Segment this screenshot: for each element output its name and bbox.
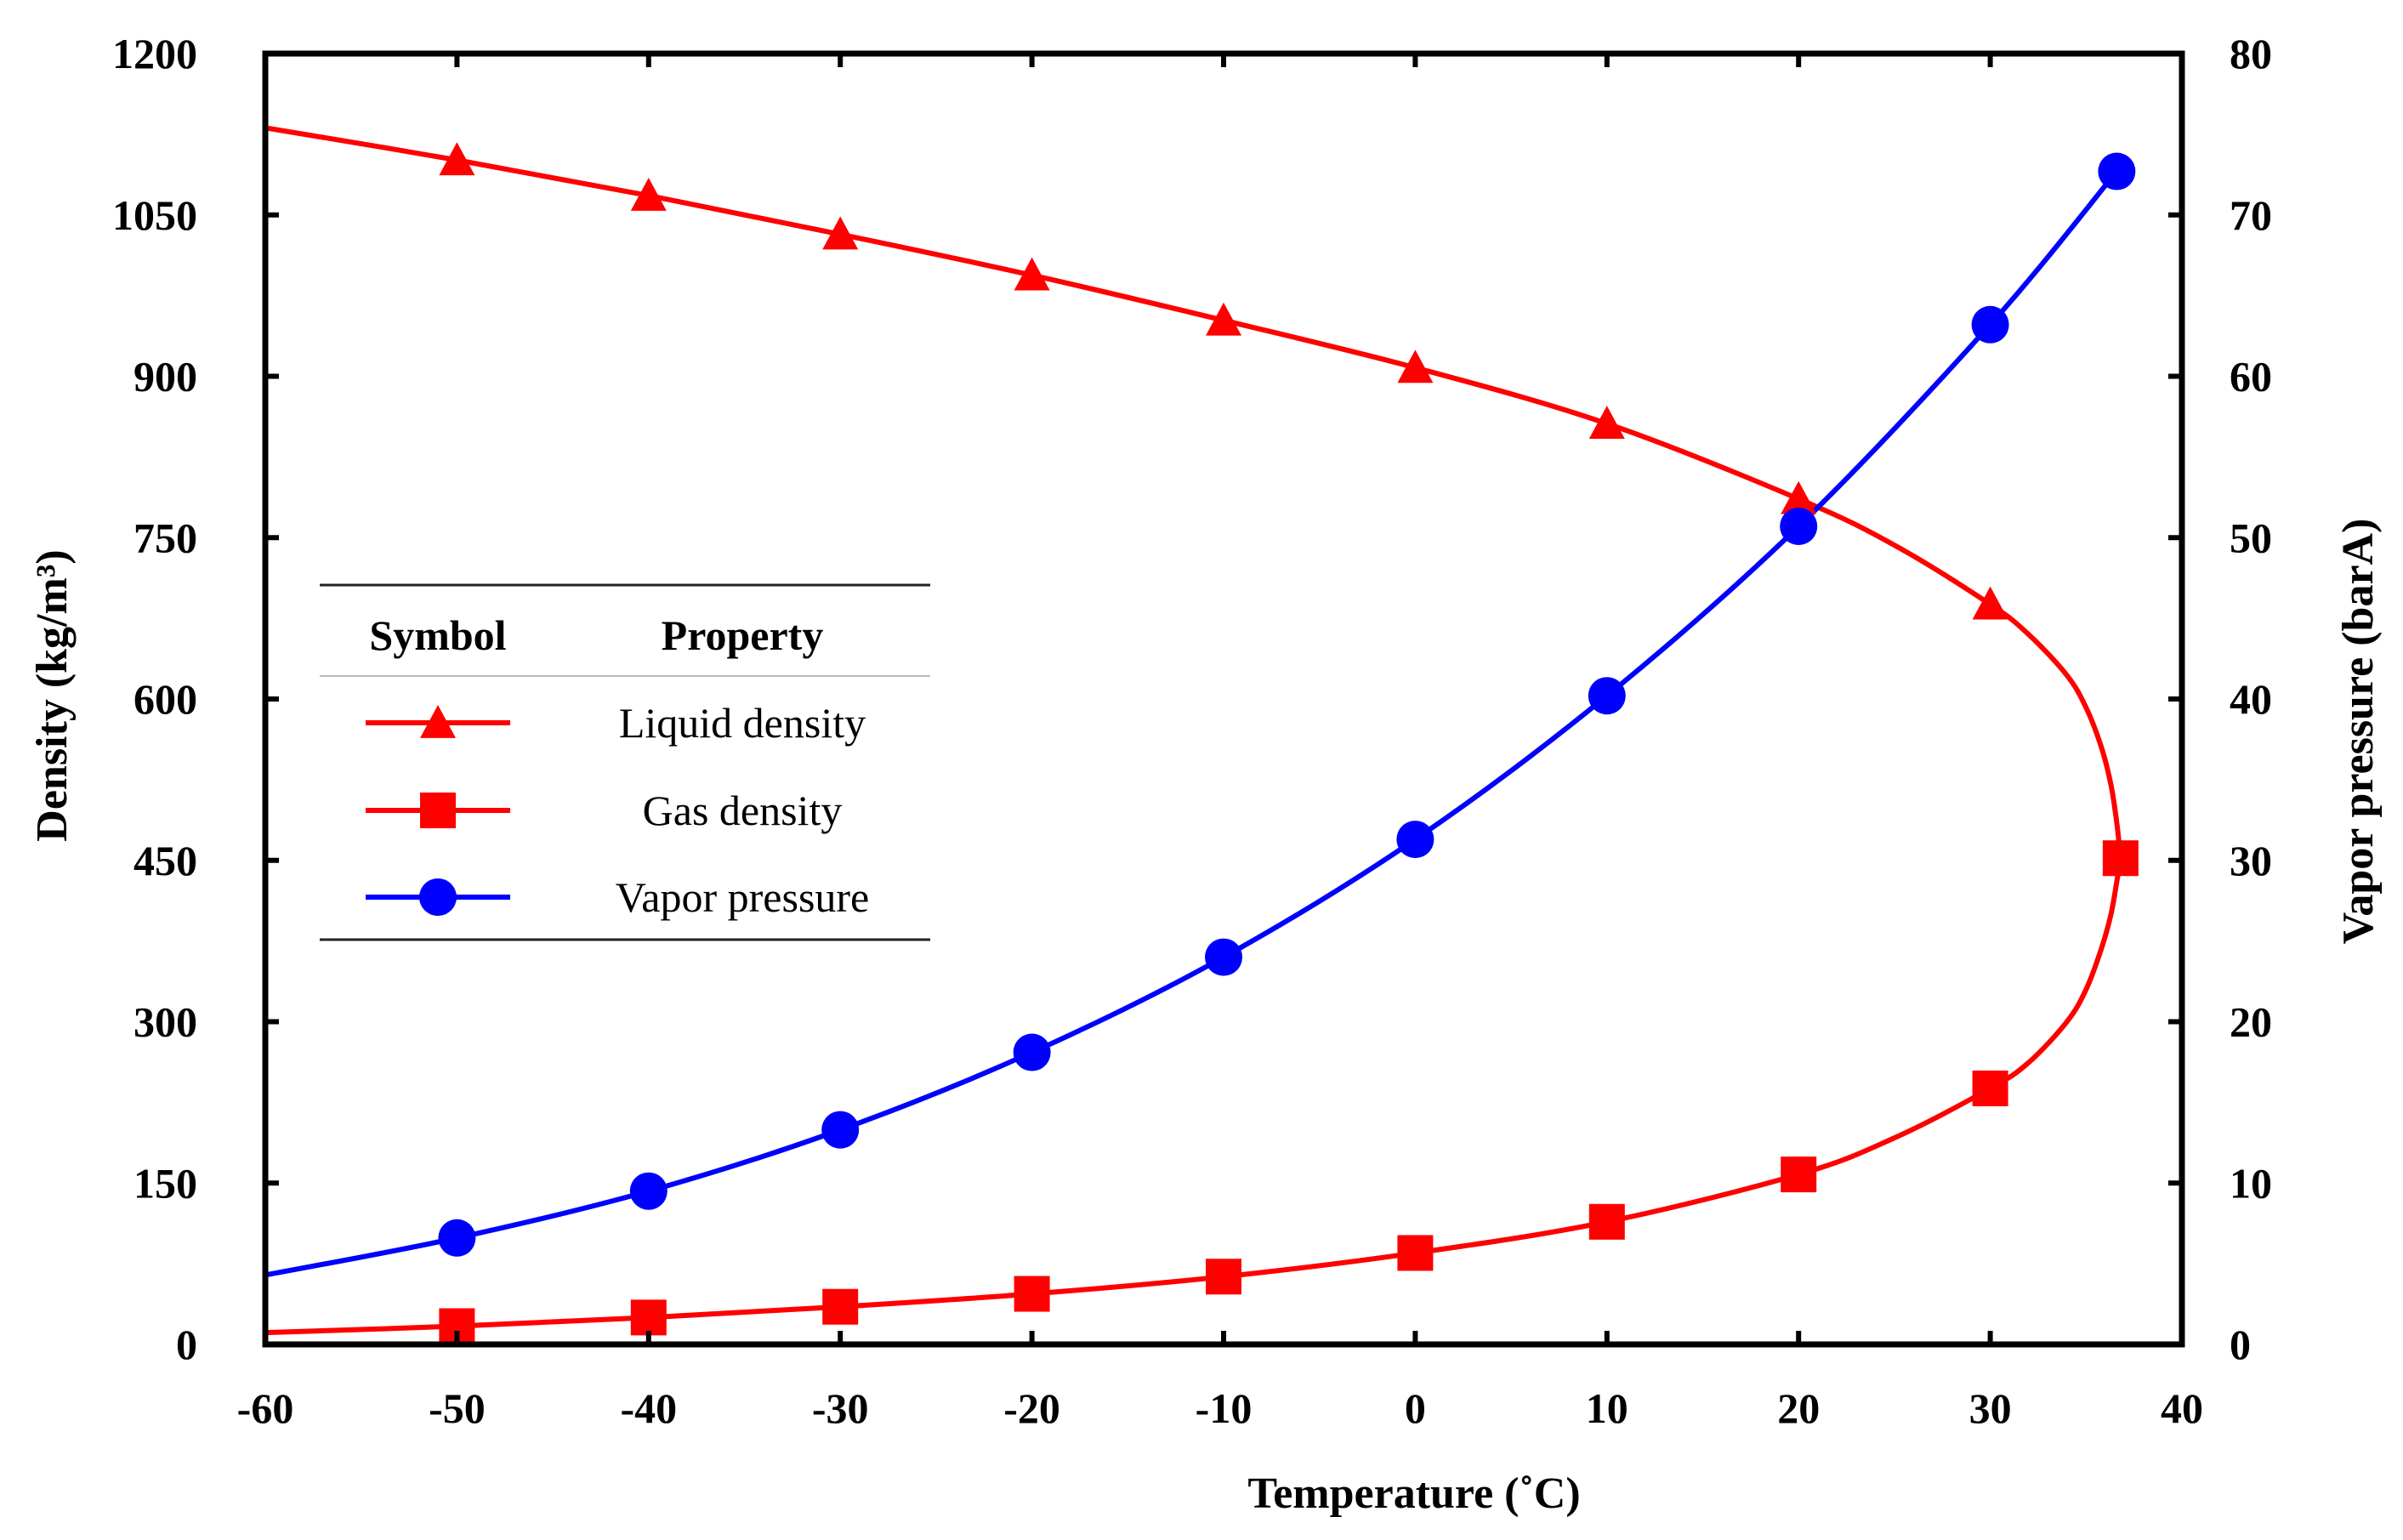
data-point-vapor-pressure <box>2098 152 2136 190</box>
legend-label-gas-density: Gas density <box>643 787 843 834</box>
x-tick-label: 10 <box>1586 1384 1628 1432</box>
y-axis-left-title: Density (kg/m³) <box>28 549 77 841</box>
y-right-tick-label: 0 <box>2230 1321 2251 1368</box>
axes: -60 -50 -40 -30 -20 -10 0 10 20 30 400150300450600… <box>112 30 2272 1432</box>
x-tick-label: 0 <box>1405 1384 1426 1432</box>
data-point-vapor-pressure <box>629 1172 668 1210</box>
legend-label-liquid-density: Liquid density <box>619 699 866 747</box>
data-point-liquid-density <box>1397 349 1434 384</box>
data-point-gas-density <box>1781 1156 1817 1193</box>
y-left-tick-label: 300 <box>134 998 197 1046</box>
y-left-tick-label: 1050 <box>112 191 197 239</box>
y-left-tick-label: 450 <box>134 837 197 884</box>
y-axis-right-title: Vapor pressure (barA) <box>2334 519 2383 945</box>
data-point-vapor-pressure <box>1780 507 1818 545</box>
legend-marker-vapor-pressure <box>419 878 457 916</box>
data-point-gas-density <box>1014 1276 1050 1312</box>
y-left-tick-label: 600 <box>134 675 197 723</box>
y-left-tick-label: 750 <box>134 514 197 561</box>
legend-marker-gas-density <box>420 793 456 828</box>
x-tick-label: -60 <box>237 1384 294 1432</box>
x-tick-label: -40 <box>620 1384 677 1432</box>
x-tick-label: -20 <box>1003 1384 1060 1432</box>
data-point-gas-density <box>1972 1070 2008 1106</box>
x-tick-label: 40 <box>2161 1384 2203 1432</box>
y-right-tick-label: 50 <box>2230 514 2272 561</box>
y-right-tick-label: 80 <box>2230 30 2272 77</box>
x-axis-title: Temperature (˚C) <box>1247 1469 1580 1518</box>
series-line-liquid-density <box>264 125 2123 859</box>
y-left-tick-label: 0 <box>176 1321 197 1368</box>
data-point-liquid-density <box>1206 302 1241 336</box>
x-tick-label: -50 <box>429 1384 486 1432</box>
y-left-tick-label: 150 <box>134 1159 197 1207</box>
y-right-tick-label: 70 <box>2230 191 2272 239</box>
x-tick-label: 20 <box>1777 1384 1820 1432</box>
y-right-tick-label: 30 <box>2230 837 2272 884</box>
data-point-liquid-density <box>1972 586 2008 620</box>
data-point-vapor-pressure <box>438 1219 476 1257</box>
data-point-liquid-density <box>439 142 475 176</box>
legend-label-vapor-pressure: Vapor pressure <box>616 873 870 921</box>
data-point-vapor-pressure <box>1013 1033 1051 1071</box>
y-right-tick-label: 20 <box>2230 998 2272 1046</box>
data-point-liquid-density <box>822 216 859 250</box>
y-left-tick-label: 1200 <box>112 30 197 77</box>
series-line-gas-density <box>264 857 2123 1336</box>
data-point-vapor-pressure <box>821 1111 860 1149</box>
data-point-vapor-pressure <box>1205 938 1242 976</box>
data-point-vapor-pressure <box>1588 677 1626 715</box>
data-point-gas-density <box>1588 1203 1625 1240</box>
y-right-tick-label: 40 <box>2230 675 2272 723</box>
legend-header-symbol: Symbol <box>369 611 506 659</box>
data-point-gas-density <box>2102 840 2139 877</box>
data-point-gas-density <box>1206 1259 1241 1295</box>
data-point-liquid-density <box>1014 257 1050 291</box>
data-point-vapor-pressure <box>1971 305 2009 344</box>
data-point-gas-density <box>822 1288 859 1325</box>
legend-header-property: Property <box>662 611 824 659</box>
plot-area <box>264 125 2139 1344</box>
x-tick-label: -30 <box>812 1384 869 1432</box>
data-point-liquid-density <box>1781 480 1817 514</box>
data-point-gas-density <box>1397 1235 1434 1271</box>
y-right-tick-label: 60 <box>2230 353 2272 401</box>
y-left-tick-label: 900 <box>134 353 197 401</box>
x-tick-label: 30 <box>1969 1384 2012 1432</box>
data-point-vapor-pressure <box>1396 821 1434 859</box>
data-point-gas-density <box>630 1299 667 1336</box>
data-point-liquid-density <box>1588 406 1625 440</box>
legend: Symbol Property Liquid density Gas density V… <box>320 583 930 941</box>
data-point-liquid-density <box>630 177 667 211</box>
x-tick-label: -10 <box>1196 1384 1253 1432</box>
series-line-vapor-pressure <box>264 169 2119 1278</box>
legend-marker-liquid-density <box>420 705 456 738</box>
y-right-tick-label: 10 <box>2230 1159 2272 1207</box>
